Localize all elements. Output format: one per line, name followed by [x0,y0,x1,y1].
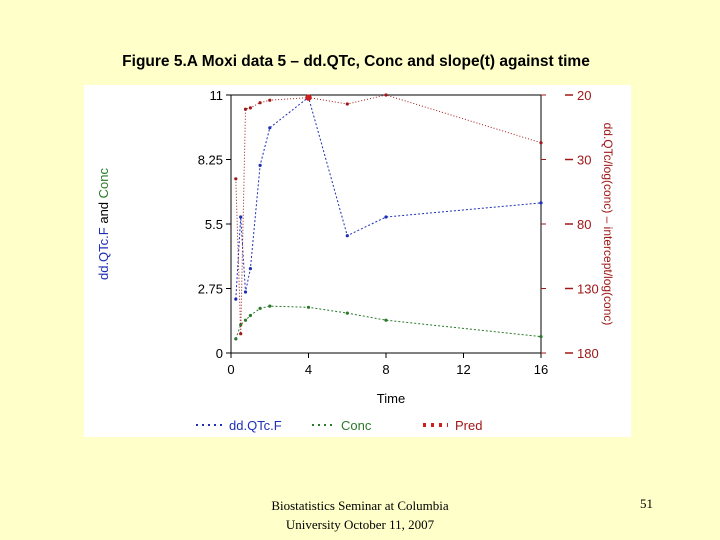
y-right-tick-label: 130 [577,282,599,297]
data-point-pred [234,177,238,181]
data-point-ddqtcf [384,215,388,219]
legend-label-conc: Conc [341,418,372,433]
chart-svg: 0 4 8 12 16 0 2.75 5.5 8.25 11 180 130 80 30 20 Time d… [96,88,615,433]
data-point-conc [268,304,272,308]
data-point-pred [268,98,272,102]
x-tick-label: 4 [305,362,312,377]
y-right-tick-label: 80 [577,217,591,232]
chart-panel: 0 4 8 12 16 0 2.75 5.5 8.25 11 180 130 80 30 20 Time d… [84,85,631,437]
data-point-ddqtcf [539,201,543,205]
series-line-conc [235,305,542,340]
data-point-ddqtcf [345,234,349,238]
data-point-pred [539,141,543,145]
data-point-conc [539,335,543,339]
data-point-ddqtcf [248,267,252,271]
y-axis-right-label: dd.QTc/log(conc) – intercept/log(conc) [601,123,615,326]
legend: dd.QTc.F Conc Pred [196,418,482,433]
data-point-conc [345,311,349,315]
data-point-pred-highlight [305,94,312,101]
y-left-tick-label: 5.5 [205,217,223,232]
data-point-conc [243,318,248,322]
y-left-tick-label: 11 [210,88,224,103]
data-point-conc [258,306,262,310]
y-left-tick-label: 8.25 [198,153,223,168]
series-layer [234,93,543,341]
data-point-conc [306,305,311,309]
x-tick-label: 12 [456,362,470,377]
y-left-label-conc: Conc [96,167,111,198]
axes-ticks: 0 4 8 12 16 0 2.75 5.5 8.25 11 180 130 80 30 20 [198,88,599,377]
y-left-tick-label: 0 [216,346,223,361]
legend-item-conc: Conc [312,418,372,433]
legend-label-pred: Pred [455,418,482,433]
data-point-pred [248,106,252,110]
page-number: 51 [640,496,653,511]
slide-footer: Biostatistics Seminar at Columbia Univer… [230,496,490,534]
data-point-ddqtcf [268,126,272,130]
data-point-pred [258,101,262,105]
y-right-tick-label: 30 [577,153,591,168]
footer-line-1: Biostatistics Seminar at Columbia [271,498,449,513]
data-point-conc [248,313,252,318]
data-point-ddqtcf [258,163,262,167]
legend-item-pred: Pred [423,418,482,433]
x-axis-label: Time [377,391,405,406]
data-point-ddqtcf [239,215,243,219]
y-left-label-and: and [96,198,111,227]
series-line-ddqtcf [235,96,542,300]
data-point-conc [239,323,243,327]
x-tick-label: 8 [382,362,389,377]
y-axis-left-label: dd.QTc.F and Conc [96,167,111,280]
data-point-pred [384,93,388,97]
y-left-tick-label: 2.75 [198,282,223,297]
data-point-ddqtcf [243,290,248,294]
data-point-ddqtcf [234,297,238,301]
x-tick-label: 0 [227,362,234,377]
series-line-pred [235,94,542,334]
footer-line-2: University October 11, 2007 [285,517,435,532]
data-point-pred [243,107,248,111]
y-left-label-ddqtcf: dd.QTc.F [96,227,111,280]
slide-title: Figure 5.A Moxi data 5 – dd.QTc, Conc an… [122,53,590,70]
y-right-tick-label: 20 [577,88,591,103]
legend-item-ddqtcf: dd.QTc.F [196,418,282,433]
plot-frame [230,94,542,354]
data-point-conc [384,318,388,322]
x-tick-label: 16 [534,362,548,377]
legend-label-ddqtcf: dd.QTc.F [229,418,282,433]
data-point-conc [234,337,238,341]
data-point-pred [345,102,349,106]
y-right-tick-label: 180 [577,346,599,361]
data-point-pred [239,332,243,336]
